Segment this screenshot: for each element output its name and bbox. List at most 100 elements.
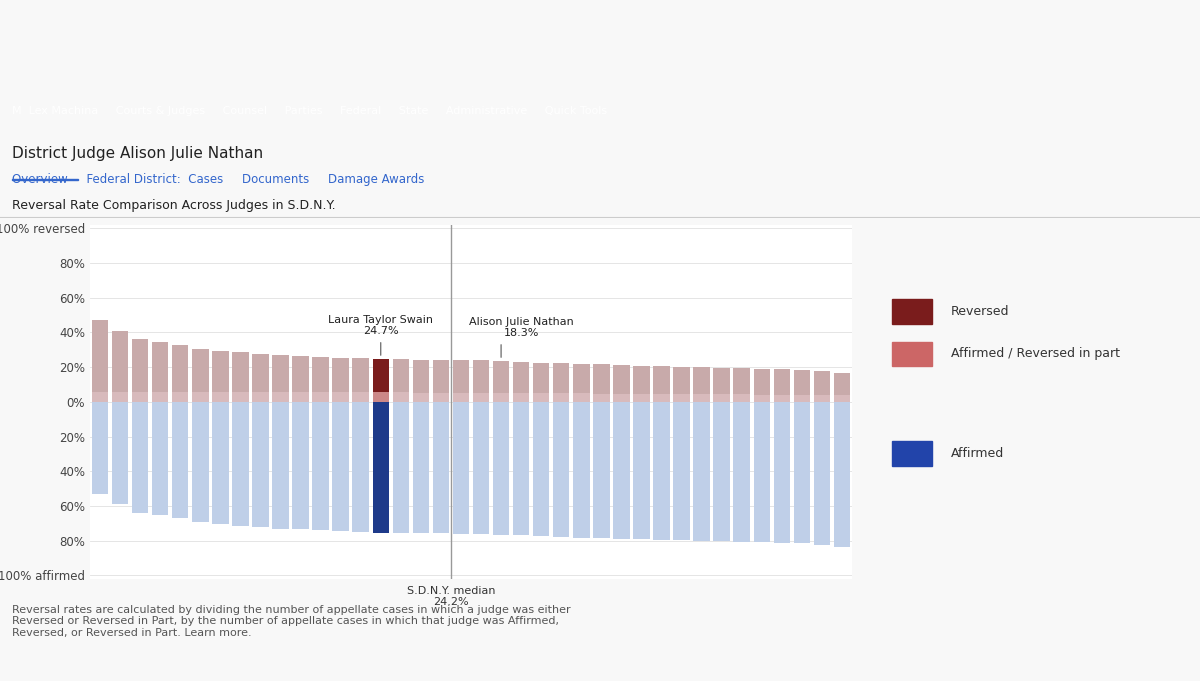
Bar (413, 392, 430, 402)
Bar (774, 369, 790, 395)
Text: Laura Taylor Swain
24.7%: Laura Taylor Swain 24.7% (329, 315, 433, 336)
Bar (634, 366, 649, 394)
Bar (112, 330, 128, 392)
Bar (892, 441, 932, 466)
Bar (132, 339, 149, 392)
Bar (413, 402, 430, 533)
Bar (754, 402, 770, 542)
Bar (774, 395, 790, 402)
Bar (192, 392, 209, 402)
Bar (332, 402, 349, 531)
Bar (533, 362, 550, 393)
Bar (372, 392, 389, 402)
Bar (694, 402, 710, 541)
Bar (232, 392, 248, 402)
Bar (272, 355, 289, 392)
Bar (892, 299, 932, 324)
Bar (593, 402, 610, 538)
Bar (714, 368, 730, 394)
Bar (92, 320, 108, 392)
Bar (714, 402, 730, 541)
Text: M  Lex Machina     Courts & Judges     Counsel     Parties     Federal     State: M Lex Machina Courts & Judges Counsel Pa… (12, 106, 607, 116)
Bar (152, 402, 168, 516)
Bar (814, 371, 830, 395)
Bar (312, 402, 329, 530)
Bar (814, 395, 830, 402)
Bar (312, 357, 329, 392)
Bar (653, 366, 670, 394)
Bar (673, 394, 690, 402)
Bar (774, 402, 790, 543)
Bar (834, 373, 850, 396)
Bar (733, 402, 750, 542)
Bar (473, 360, 490, 393)
Bar (533, 393, 550, 402)
Bar (493, 402, 509, 535)
Bar (892, 342, 932, 366)
Bar (733, 394, 750, 402)
Bar (332, 392, 349, 402)
Bar (372, 402, 389, 533)
Bar (673, 402, 690, 540)
Bar (733, 368, 750, 394)
Bar (192, 349, 209, 392)
Bar (353, 358, 368, 392)
Text: Overview     Federal District:  Cases     Documents     Damage Awards: Overview Federal District: Cases Documen… (12, 173, 425, 187)
Text: Affirmed: Affirmed (950, 447, 1004, 460)
Bar (452, 360, 469, 392)
Bar (12, 178, 78, 180)
Bar (392, 360, 409, 392)
Bar (353, 392, 368, 402)
Bar (272, 392, 289, 402)
Bar (192, 402, 209, 522)
Bar (372, 359, 389, 392)
Bar (533, 402, 550, 536)
Bar (634, 402, 649, 539)
Bar (172, 345, 188, 392)
Bar (694, 394, 710, 402)
Bar (653, 402, 670, 540)
Text: Reversal Rate Comparison Across Judges in S.D.N.Y.: Reversal Rate Comparison Across Judges i… (12, 199, 336, 212)
Text: S.D.N.Y. median
24.2%: S.D.N.Y. median 24.2% (407, 586, 496, 607)
Bar (92, 402, 108, 494)
Bar (132, 402, 149, 513)
Bar (634, 394, 649, 402)
Bar (493, 393, 509, 402)
Bar (493, 361, 509, 393)
Bar (172, 402, 188, 518)
Bar (593, 364, 610, 394)
Bar (293, 392, 308, 402)
Bar (793, 402, 810, 543)
Bar (512, 393, 529, 402)
Bar (553, 363, 570, 394)
Text: Reversal rates are calculated by dividing the number of appellate cases in which: Reversal rates are calculated by dividin… (12, 605, 571, 638)
Bar (512, 362, 529, 393)
Bar (312, 392, 329, 402)
Bar (212, 402, 228, 524)
Bar (172, 392, 188, 402)
Bar (212, 351, 228, 392)
Bar (793, 370, 810, 395)
Bar (392, 392, 409, 402)
Text: Alison Julie Nathan
18.3%: Alison Julie Nathan 18.3% (469, 317, 574, 338)
Bar (252, 353, 269, 392)
Bar (112, 402, 128, 504)
Bar (553, 402, 570, 537)
Bar (574, 364, 589, 394)
Bar (673, 367, 690, 394)
Bar (574, 402, 589, 537)
Bar (332, 358, 349, 392)
Text: Affirmed / Reversed in part: Affirmed / Reversed in part (950, 347, 1120, 360)
Bar (553, 394, 570, 402)
Bar (754, 369, 770, 394)
Bar (452, 402, 469, 533)
Bar (152, 342, 168, 392)
Bar (613, 394, 630, 402)
Bar (212, 392, 228, 402)
Bar (834, 396, 850, 402)
Bar (512, 402, 529, 535)
Bar (834, 402, 850, 547)
Bar (293, 402, 308, 529)
Bar (433, 402, 449, 533)
Bar (613, 365, 630, 394)
